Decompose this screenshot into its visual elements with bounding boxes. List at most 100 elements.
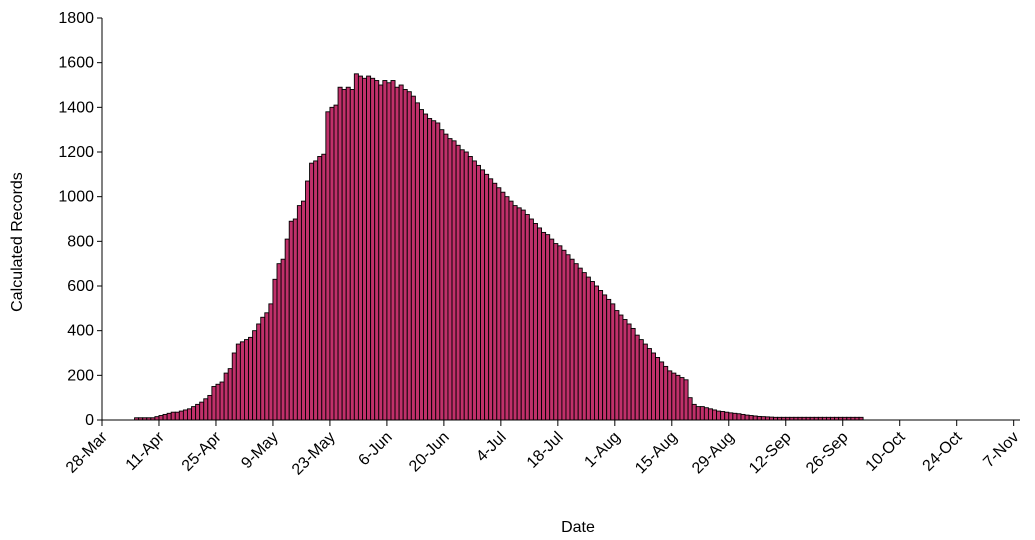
bar — [191, 406, 197, 421]
bar — [300, 200, 306, 421]
bar — [394, 86, 400, 421]
bar — [455, 144, 461, 421]
bar — [264, 312, 270, 421]
bar — [508, 200, 514, 421]
bar — [728, 412, 734, 421]
bar — [378, 84, 384, 421]
bar — [296, 205, 302, 421]
bar — [581, 272, 587, 421]
bar — [492, 182, 498, 421]
bar — [211, 386, 217, 421]
bar — [215, 383, 221, 421]
bar — [337, 86, 343, 421]
x-tick-label: 18-Jul — [524, 429, 567, 472]
bar — [622, 319, 628, 421]
bar — [199, 401, 205, 421]
bar — [691, 403, 697, 421]
y-tick-label: 200 — [67, 367, 94, 384]
bars-group — [134, 73, 864, 421]
bar — [223, 372, 229, 421]
bar — [174, 411, 180, 421]
bar — [207, 394, 213, 421]
x-axis-title: Date — [561, 519, 595, 536]
bar — [362, 77, 368, 421]
x-tick-label: 1-Aug — [581, 429, 623, 471]
bar — [427, 118, 433, 421]
bar — [683, 379, 689, 421]
bar — [178, 410, 184, 421]
bar — [707, 408, 713, 421]
bar — [313, 160, 319, 421]
y-axis: 0 200 400 600 800 1000 1200 1400 1600 1800 — [58, 10, 103, 429]
bar — [252, 330, 258, 421]
bar — [256, 323, 262, 421]
bar — [748, 415, 754, 421]
bar — [390, 80, 396, 421]
bar — [532, 223, 538, 421]
bar — [736, 413, 742, 421]
bar — [516, 207, 522, 421]
bar — [630, 327, 636, 421]
bar — [760, 416, 766, 421]
bar — [594, 285, 599, 421]
bar — [463, 151, 469, 421]
bar — [398, 84, 404, 421]
bar — [329, 106, 335, 421]
y-tick-label: 1600 — [58, 55, 94, 72]
bar — [561, 249, 567, 421]
bar — [170, 411, 176, 421]
x-tick-label: 25-Apr — [179, 428, 225, 474]
bar — [512, 205, 518, 421]
bar — [732, 412, 738, 421]
bar — [419, 109, 424, 421]
bar — [219, 381, 225, 421]
bar — [589, 281, 595, 421]
x-tick-label: 28-Mar — [63, 428, 111, 476]
y-tick-label: 800 — [67, 233, 94, 250]
bar — [504, 196, 510, 421]
bar — [655, 357, 661, 421]
bar — [520, 209, 526, 421]
bar — [528, 218, 534, 421]
bar — [309, 162, 315, 421]
x-tick-label: 11-Apr — [123, 428, 169, 474]
bar — [671, 372, 677, 421]
x-tick-label: 6-Jun — [355, 429, 395, 469]
x-tick-label: 9-May — [238, 429, 281, 472]
x-tick-label: 23-May — [289, 429, 339, 479]
y-axis-title: Calculated Records — [9, 172, 26, 312]
bar — [235, 343, 241, 421]
bar — [667, 370, 673, 421]
x-tick-label: 20-Jun — [406, 429, 453, 476]
bar — [756, 415, 762, 421]
bar — [638, 339, 644, 421]
x-tick-label: 15-Aug — [632, 429, 681, 478]
bar — [280, 258, 286, 421]
bar — [541, 231, 547, 421]
bar — [488, 178, 494, 421]
x-tick-label: 7-Nov — [980, 429, 1022, 471]
bar — [659, 361, 665, 421]
bar — [744, 414, 750, 421]
x-tick-label: 29-Aug — [689, 429, 738, 478]
bar — [260, 316, 266, 421]
y-tick-label: 600 — [67, 278, 94, 295]
bar — [626, 323, 632, 421]
bar — [382, 80, 388, 421]
y-tick-label: 1800 — [58, 10, 94, 27]
bar — [451, 140, 457, 421]
bar — [679, 377, 685, 421]
bar — [370, 77, 376, 421]
y-tick-label: 0 — [85, 412, 94, 429]
bar — [182, 409, 188, 421]
bar — [353, 73, 359, 421]
bar — [443, 133, 449, 421]
bar — [333, 104, 339, 421]
bar — [325, 111, 331, 421]
bar — [288, 220, 294, 421]
bar — [162, 413, 168, 421]
y-tick-label: 1200 — [58, 144, 94, 161]
bar — [227, 368, 233, 421]
bar — [410, 95, 416, 421]
